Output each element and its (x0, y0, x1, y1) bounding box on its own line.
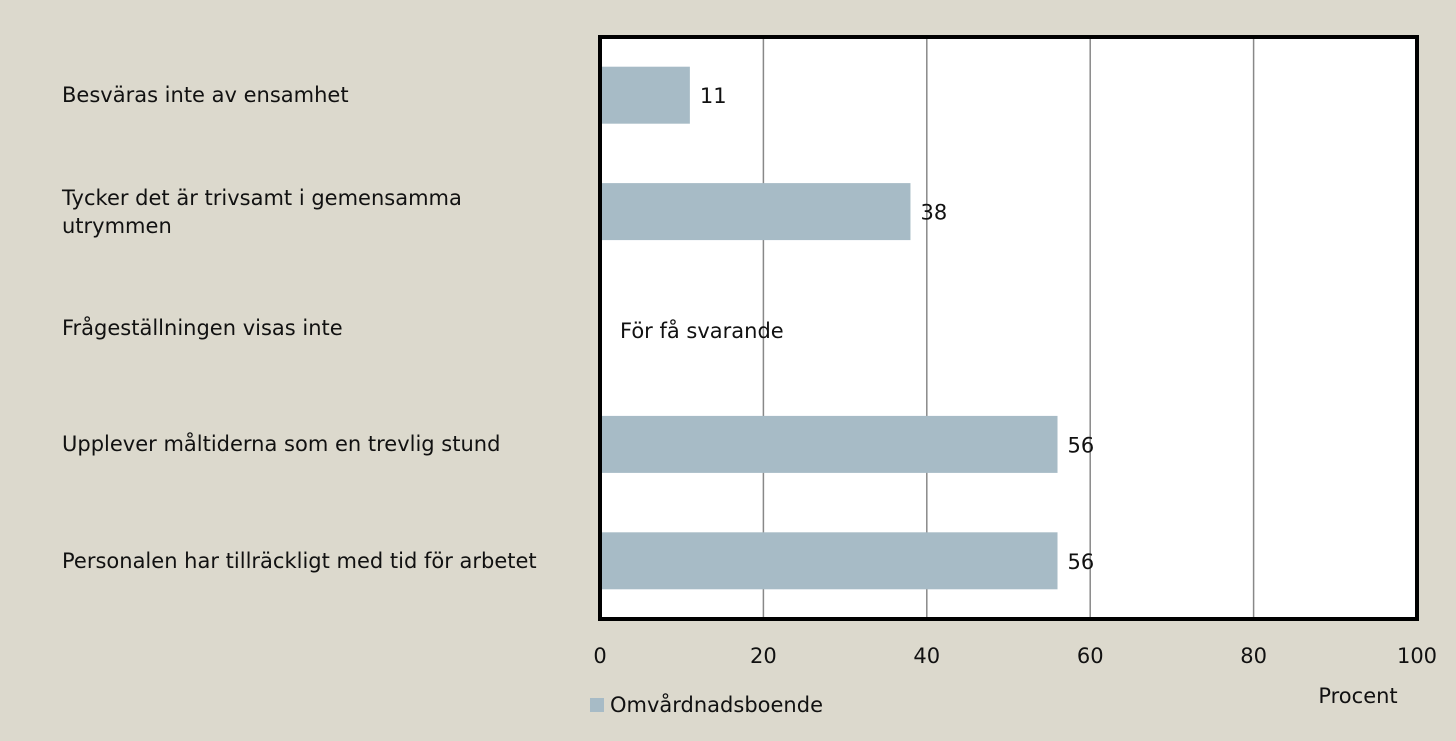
x-tick-label: 80 (1240, 644, 1267, 668)
legend-swatch (590, 698, 604, 712)
x-tick-label: 0 (593, 644, 606, 668)
plot-border (598, 35, 1419, 621)
bar (600, 532, 1058, 590)
bar (600, 66, 690, 124)
data-label: 56 (1068, 433, 1095, 457)
legend-label: Omvårdnadsboende (610, 692, 823, 717)
category-label: Besväras inte av ensamhet (62, 83, 349, 108)
x-tick-label: 100 (1397, 644, 1437, 668)
data-label: 11 (700, 84, 727, 108)
x-axis-label: Procent (1318, 684, 1397, 708)
category-label: Tycker det är trivsamt i gemensamma utry… (62, 185, 462, 238)
bar (600, 183, 911, 241)
bar (600, 415, 1058, 473)
x-tick-label: 40 (913, 644, 940, 668)
data-label: 56 (1068, 550, 1095, 574)
x-tick-label: 20 (750, 644, 777, 668)
data-label: 38 (920, 201, 947, 225)
category-label: Personalen har tillräckligt med tid för … (62, 548, 537, 573)
category-label: Frågeställningen visas inte (62, 316, 343, 340)
x-tick-label: 60 (1077, 644, 1104, 668)
plot-area (600, 37, 1417, 619)
annotation: För få svarande (620, 318, 784, 343)
category-label: Upplever måltiderna som en trevlig stund (62, 432, 501, 457)
